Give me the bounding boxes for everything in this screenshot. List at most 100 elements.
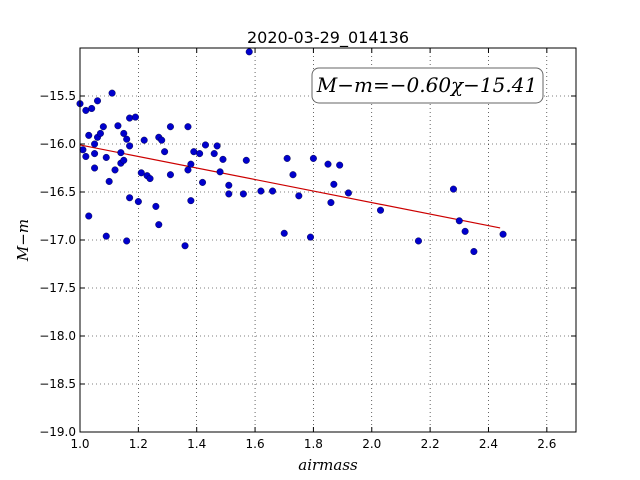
data-point <box>102 153 110 161</box>
data-point <box>196 150 204 158</box>
data-point <box>470 248 478 256</box>
x-tick-label: 2.4 <box>479 437 498 451</box>
x-tick-label: 1.2 <box>129 437 148 451</box>
data-point <box>461 227 469 235</box>
data-point <box>134 198 142 206</box>
data-point <box>199 178 207 186</box>
data-point <box>99 123 107 131</box>
data-point <box>120 129 128 137</box>
data-point <box>245 48 253 56</box>
data-point <box>131 113 139 121</box>
data-point <box>210 150 218 158</box>
x-tick-label: 2.0 <box>362 437 381 451</box>
data-point <box>239 190 247 198</box>
data-point <box>126 194 134 202</box>
data-point <box>111 166 119 174</box>
data-points-layer <box>76 48 507 256</box>
y-tick-label: −18.5 <box>39 377 76 391</box>
data-point <box>213 142 221 150</box>
data-point <box>219 155 227 163</box>
data-point <box>499 230 507 238</box>
data-point <box>85 212 93 220</box>
x-tick-label: 1.6 <box>246 437 265 451</box>
data-point <box>190 148 198 156</box>
data-point <box>123 237 131 245</box>
data-point <box>146 175 154 183</box>
data-point <box>91 164 99 172</box>
data-point <box>102 232 110 240</box>
y-tick-label: −16.0 <box>39 137 76 151</box>
data-point <box>283 154 291 162</box>
data-point <box>187 197 195 205</box>
fit-legend-box: M−m=−0.60χ−15.41 <box>311 67 544 104</box>
data-point <box>336 161 344 169</box>
data-point <box>161 148 169 156</box>
fit-equation-label: M−m=−0.60χ−15.41 <box>316 73 537 97</box>
data-point <box>126 114 134 122</box>
data-point <box>166 171 174 179</box>
x-tick-label: 2.6 <box>537 437 556 451</box>
data-point <box>114 122 122 130</box>
data-point <box>137 169 145 177</box>
y-tick-label: −18.0 <box>39 329 76 343</box>
data-point <box>117 149 125 157</box>
data-point <box>377 206 385 214</box>
data-point <box>96 129 104 137</box>
data-point <box>126 142 134 150</box>
data-point <box>120 156 128 164</box>
axis-ticks: 1.0 1.2 1.4 1.6 1.8 2.0 2.2 2.4 2.6 −15.5 −16.0 −16… <box>39 48 576 451</box>
data-point <box>94 97 102 105</box>
x-axis-label: airmass <box>298 456 358 474</box>
fit-line-layer <box>79 144 501 229</box>
x-tick-label: 1.4 <box>187 437 206 451</box>
y-axis-label: M−m <box>14 219 32 262</box>
data-point <box>152 202 160 210</box>
chart-title: 2020-03-29_014136 <box>247 28 409 48</box>
data-point <box>257 187 265 195</box>
data-point <box>85 131 93 139</box>
data-point <box>108 89 116 97</box>
data-point <box>344 189 352 197</box>
data-point <box>140 136 148 144</box>
data-point <box>309 154 317 162</box>
data-point <box>79 146 87 154</box>
data-point <box>280 229 288 237</box>
data-point <box>166 123 174 131</box>
x-tick-label: 2.2 <box>421 437 440 451</box>
data-point <box>295 192 303 200</box>
data-point <box>289 171 297 179</box>
data-point <box>123 135 131 143</box>
data-point <box>216 168 224 176</box>
y-tick-label: −17.5 <box>39 281 76 295</box>
data-point <box>242 156 250 164</box>
x-tick-label: 1.8 <box>304 437 323 451</box>
data-point <box>158 136 166 144</box>
data-point <box>82 152 90 160</box>
y-tick-label: −15.5 <box>39 89 76 103</box>
data-point <box>225 190 233 198</box>
data-point <box>91 140 99 148</box>
data-point <box>181 242 189 250</box>
y-tick-label: −19.0 <box>39 425 76 439</box>
fit-line <box>79 144 501 229</box>
data-point <box>105 177 113 185</box>
data-point <box>184 166 192 174</box>
data-point <box>155 221 163 229</box>
data-point <box>91 150 99 158</box>
data-point <box>327 199 335 207</box>
y-tick-label: −17.0 <box>39 233 76 247</box>
y-tick-label: −16.5 <box>39 185 76 199</box>
data-point <box>414 237 422 245</box>
data-point <box>324 160 332 168</box>
data-point <box>88 104 96 112</box>
data-point <box>269 187 277 195</box>
data-point <box>184 123 192 131</box>
x-tick-label: 1.0 <box>70 437 89 451</box>
data-point <box>187 160 195 168</box>
data-point <box>201 141 209 149</box>
data-point <box>449 185 457 193</box>
data-point <box>455 217 463 225</box>
data-point <box>82 106 90 114</box>
data-point <box>225 181 233 189</box>
